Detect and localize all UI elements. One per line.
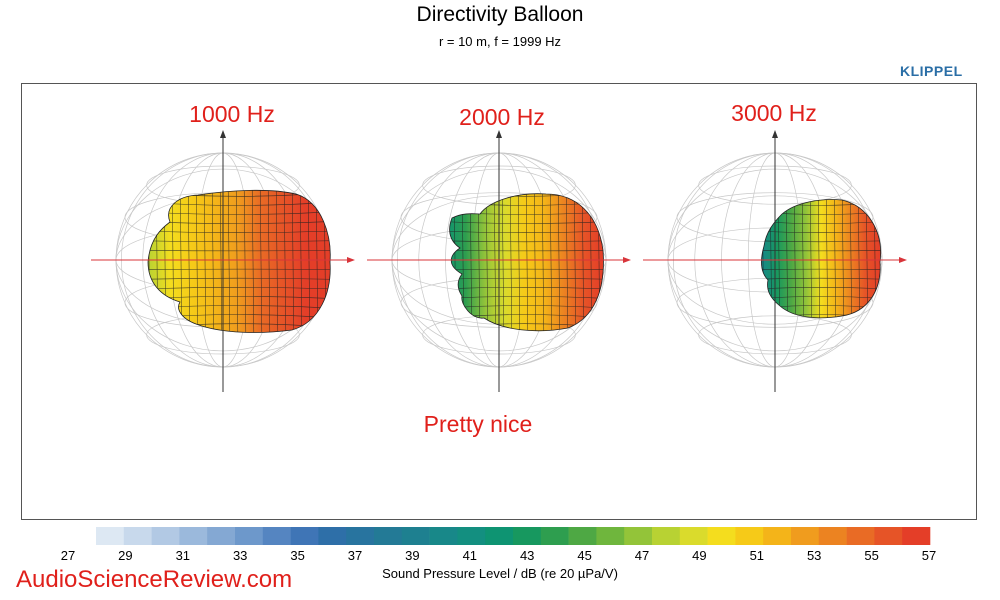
colorbar-segment — [735, 527, 764, 545]
colorbar-tick-label: 51 — [749, 548, 765, 563]
colorbar-segment — [346, 527, 375, 545]
colorbar-segment — [596, 527, 625, 545]
colorbar-segment — [318, 527, 347, 545]
colorbar-segment — [262, 527, 291, 545]
colorbar-tick-label: 43 — [519, 548, 535, 563]
annotation-text: Pretty nice — [423, 411, 533, 437]
colorbar-tick-label: 57 — [921, 548, 937, 563]
panel-label-2000hz: 2000 Hz — [459, 104, 545, 130]
colorbar-segment — [540, 527, 569, 545]
colorbar-segment — [513, 527, 542, 545]
panel-label-1000hz: 1000 Hz — [189, 101, 275, 127]
colorbar-segment — [485, 527, 514, 545]
panel-label-3000hz: 3000 Hz — [731, 100, 817, 126]
colorbar-segment — [902, 527, 931, 545]
colorbar-segment — [96, 527, 125, 545]
colorbar-segment — [652, 527, 681, 545]
colorbar-segment — [235, 527, 264, 545]
balloon-panel-3000hz — [643, 130, 907, 392]
colorbar-tick-label: 47 — [634, 548, 650, 563]
colorbar-segment — [791, 527, 820, 545]
colorbar-segment — [179, 527, 208, 545]
colorbar-segment — [429, 527, 458, 545]
colorbar-tick-label: 39 — [405, 548, 420, 563]
colorbar-segment — [401, 527, 430, 545]
colorbar-segment — [679, 527, 708, 545]
colorbar-segment — [763, 527, 792, 545]
colorbar-tick-label: 45 — [577, 548, 592, 563]
brand-logo-text: KLIPPEL — [900, 63, 963, 79]
axis-lines — [367, 130, 631, 392]
axis-lines — [643, 130, 907, 392]
colorbar-segment — [624, 527, 653, 545]
colorbar-label: Sound Pressure Level / dB (re 20 µPa/V) — [382, 566, 618, 581]
colorbar-tick-label: 35 — [290, 548, 305, 563]
chart-title: Directivity Balloon — [416, 3, 584, 26]
colorbar-segment — [457, 527, 486, 545]
axis-lines — [91, 130, 355, 392]
colorbar-segment — [123, 527, 152, 545]
colorbar-segment — [707, 527, 736, 545]
colorbar-tick-label: 55 — [864, 548, 879, 563]
colorbar-tick-label: 33 — [232, 548, 248, 563]
colorbar-tick-label: 49 — [692, 548, 707, 563]
colorbar-segment — [290, 527, 319, 545]
colorbar-segment — [151, 527, 180, 545]
colorbar-segment — [207, 527, 236, 545]
colorbar-tick-label: 41 — [462, 548, 478, 563]
colorbar-tick-label: 27 — [60, 548, 76, 563]
chart-subtitle: r = 10 m, f = 1999 Hz — [438, 34, 562, 49]
colorbar-tick-label: 37 — [347, 548, 363, 563]
colorbar-tick-label: 31 — [175, 548, 191, 563]
colorbar-tick-label: 53 — [806, 548, 822, 563]
colorbar-segment — [374, 527, 403, 545]
colorbar-segment — [874, 527, 903, 545]
plot-frame — [21, 83, 977, 520]
colorbar-segment — [568, 527, 597, 545]
watermark: AudioScienceReview.com — [16, 566, 293, 593]
colorbar-segment — [846, 527, 875, 545]
colorbar-tick-label: 29 — [118, 548, 133, 563]
colorbar-segment — [818, 527, 847, 545]
